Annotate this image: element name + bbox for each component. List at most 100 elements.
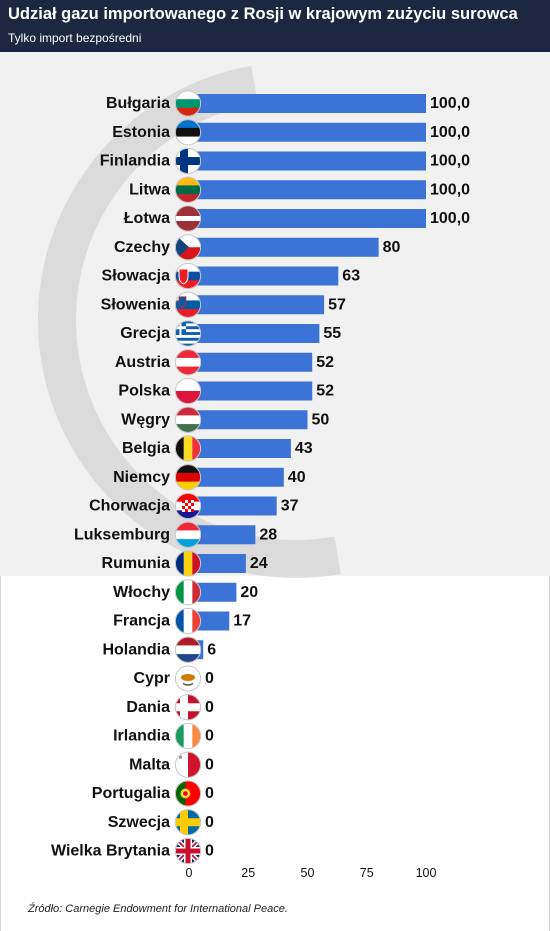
value-label: 28: [259, 526, 277, 543]
bar-row: Irlandia 0: [113, 722, 214, 750]
flag-hungary-icon: [175, 406, 201, 433]
category-label: Chorwacja: [89, 498, 170, 515]
bar-row: Łotwa 100,0: [124, 205, 470, 232]
bar-row: Holandia 6: [102, 636, 216, 663]
category-label: Portugalia: [92, 785, 170, 802]
bar-row: Francja 17: [113, 607, 251, 635]
category-label: Polska: [118, 383, 170, 400]
bar: [189, 324, 320, 343]
bar-row: Węgry 50: [121, 406, 330, 433]
flag-ring: [174, 694, 202, 721]
category-label: Rumunia: [102, 555, 171, 572]
category-label: Malta: [129, 756, 170, 773]
flag-ring: [174, 492, 202, 520]
flag-slovenia-icon: [175, 291, 201, 318]
bar: [189, 180, 426, 200]
flag-ring: [174, 636, 202, 663]
flag-greece-icon: [175, 320, 201, 347]
category-label: Belgia: [122, 440, 170, 457]
category-label: Niemcy: [113, 469, 170, 486]
bar: [189, 352, 313, 372]
category-label: Szwecja: [108, 814, 170, 831]
bar: [189, 151, 426, 171]
flag-bulgaria-icon: [175, 90, 201, 117]
category-label: Wielka Brytania: [51, 843, 170, 860]
bar-row: Austria 52: [115, 349, 334, 376]
value-label: 50: [312, 411, 330, 428]
flag-luxembourg-icon: [175, 521, 201, 548]
category-label: Czechy: [114, 239, 170, 256]
bar: [189, 410, 308, 430]
category-label: Cypr: [134, 670, 170, 687]
bar-row: Wielka Brytania 0: [51, 837, 214, 865]
flag-germany-icon: [175, 464, 201, 491]
category-label: Austria: [115, 354, 170, 371]
x-tick-label: 0: [186, 866, 193, 880]
value-label: 0: [205, 670, 214, 687]
x-tick-label: 100: [416, 866, 437, 880]
category-label: Dania: [126, 699, 170, 716]
category-label: Bułgaria: [106, 95, 170, 112]
x-tick-label: 50: [301, 866, 315, 880]
category-label: Słowenia: [101, 296, 170, 313]
flag-netherlands-icon: [175, 636, 201, 663]
category-label: Słowacja: [102, 268, 171, 285]
flag-croatia-icon: [175, 493, 201, 519]
value-label: 37: [281, 498, 299, 515]
flag-ring: [174, 119, 202, 146]
value-label: 100,0: [430, 95, 470, 112]
bar-row: Finlandia 100,0: [100, 147, 470, 175]
value-label: 17: [233, 613, 251, 630]
flag-ireland-icon: [175, 723, 201, 749]
flag-ring: [174, 291, 202, 318]
flag-ring: [174, 464, 202, 491]
value-label: 6: [207, 641, 216, 658]
value-label: 63: [342, 268, 360, 285]
bar: [189, 525, 256, 545]
category-label: Finlandia: [100, 153, 170, 170]
bar-row: Szwecja 0: [108, 809, 214, 836]
category-label: Francja: [113, 613, 170, 630]
value-label: 0: [205, 814, 214, 831]
bar: [189, 467, 284, 487]
flag-czechia-icon: [175, 234, 201, 261]
flag-ring: [174, 262, 202, 290]
bar-row: Luksemburg 28: [74, 521, 277, 548]
page-title: Udział gazu importowanego z Rosji w kraj…: [8, 5, 518, 23]
flag-ring: [174, 205, 202, 232]
flag-ring: [174, 234, 202, 261]
flag-ring: [174, 147, 202, 175]
bar: [189, 496, 277, 516]
flag-italy-icon: [175, 579, 201, 606]
flag-ring: [174, 176, 202, 203]
category-label: Grecja: [120, 325, 170, 342]
bar-row: Słowacja 63: [102, 262, 360, 290]
value-label: 0: [205, 756, 214, 773]
value-label: 43: [295, 440, 313, 457]
bar-row: Włochy 20: [113, 579, 258, 606]
bar-row: Portugalia 0: [92, 780, 214, 807]
flag-ring: [174, 320, 202, 347]
x-tick-label: 25: [241, 866, 255, 880]
value-label: 0: [205, 785, 214, 802]
bar-row: Litwa 100,0: [129, 176, 470, 203]
bar-row: Polska 52: [118, 377, 334, 405]
flag-slovakia-icon: [175, 263, 201, 289]
bar-row: Belgia 43: [122, 435, 313, 462]
category-label: Węgry: [121, 411, 170, 428]
flag-belgium-icon: [175, 435, 201, 462]
x-tick-label: 75: [360, 866, 374, 880]
category-label: Włochy: [113, 584, 170, 601]
category-label: Estonia: [112, 124, 170, 141]
value-label: 100,0: [430, 181, 470, 198]
flag-ring: [174, 521, 202, 548]
flag-ring: [174, 780, 202, 807]
flag-ring: [174, 349, 202, 376]
category-label: Holandia: [102, 641, 170, 658]
flag-ring: [174, 722, 202, 750]
bar-row: Dania 0: [126, 694, 214, 721]
flag-ring: [174, 435, 202, 462]
value-label: 57: [328, 296, 346, 313]
bar: [189, 439, 291, 458]
